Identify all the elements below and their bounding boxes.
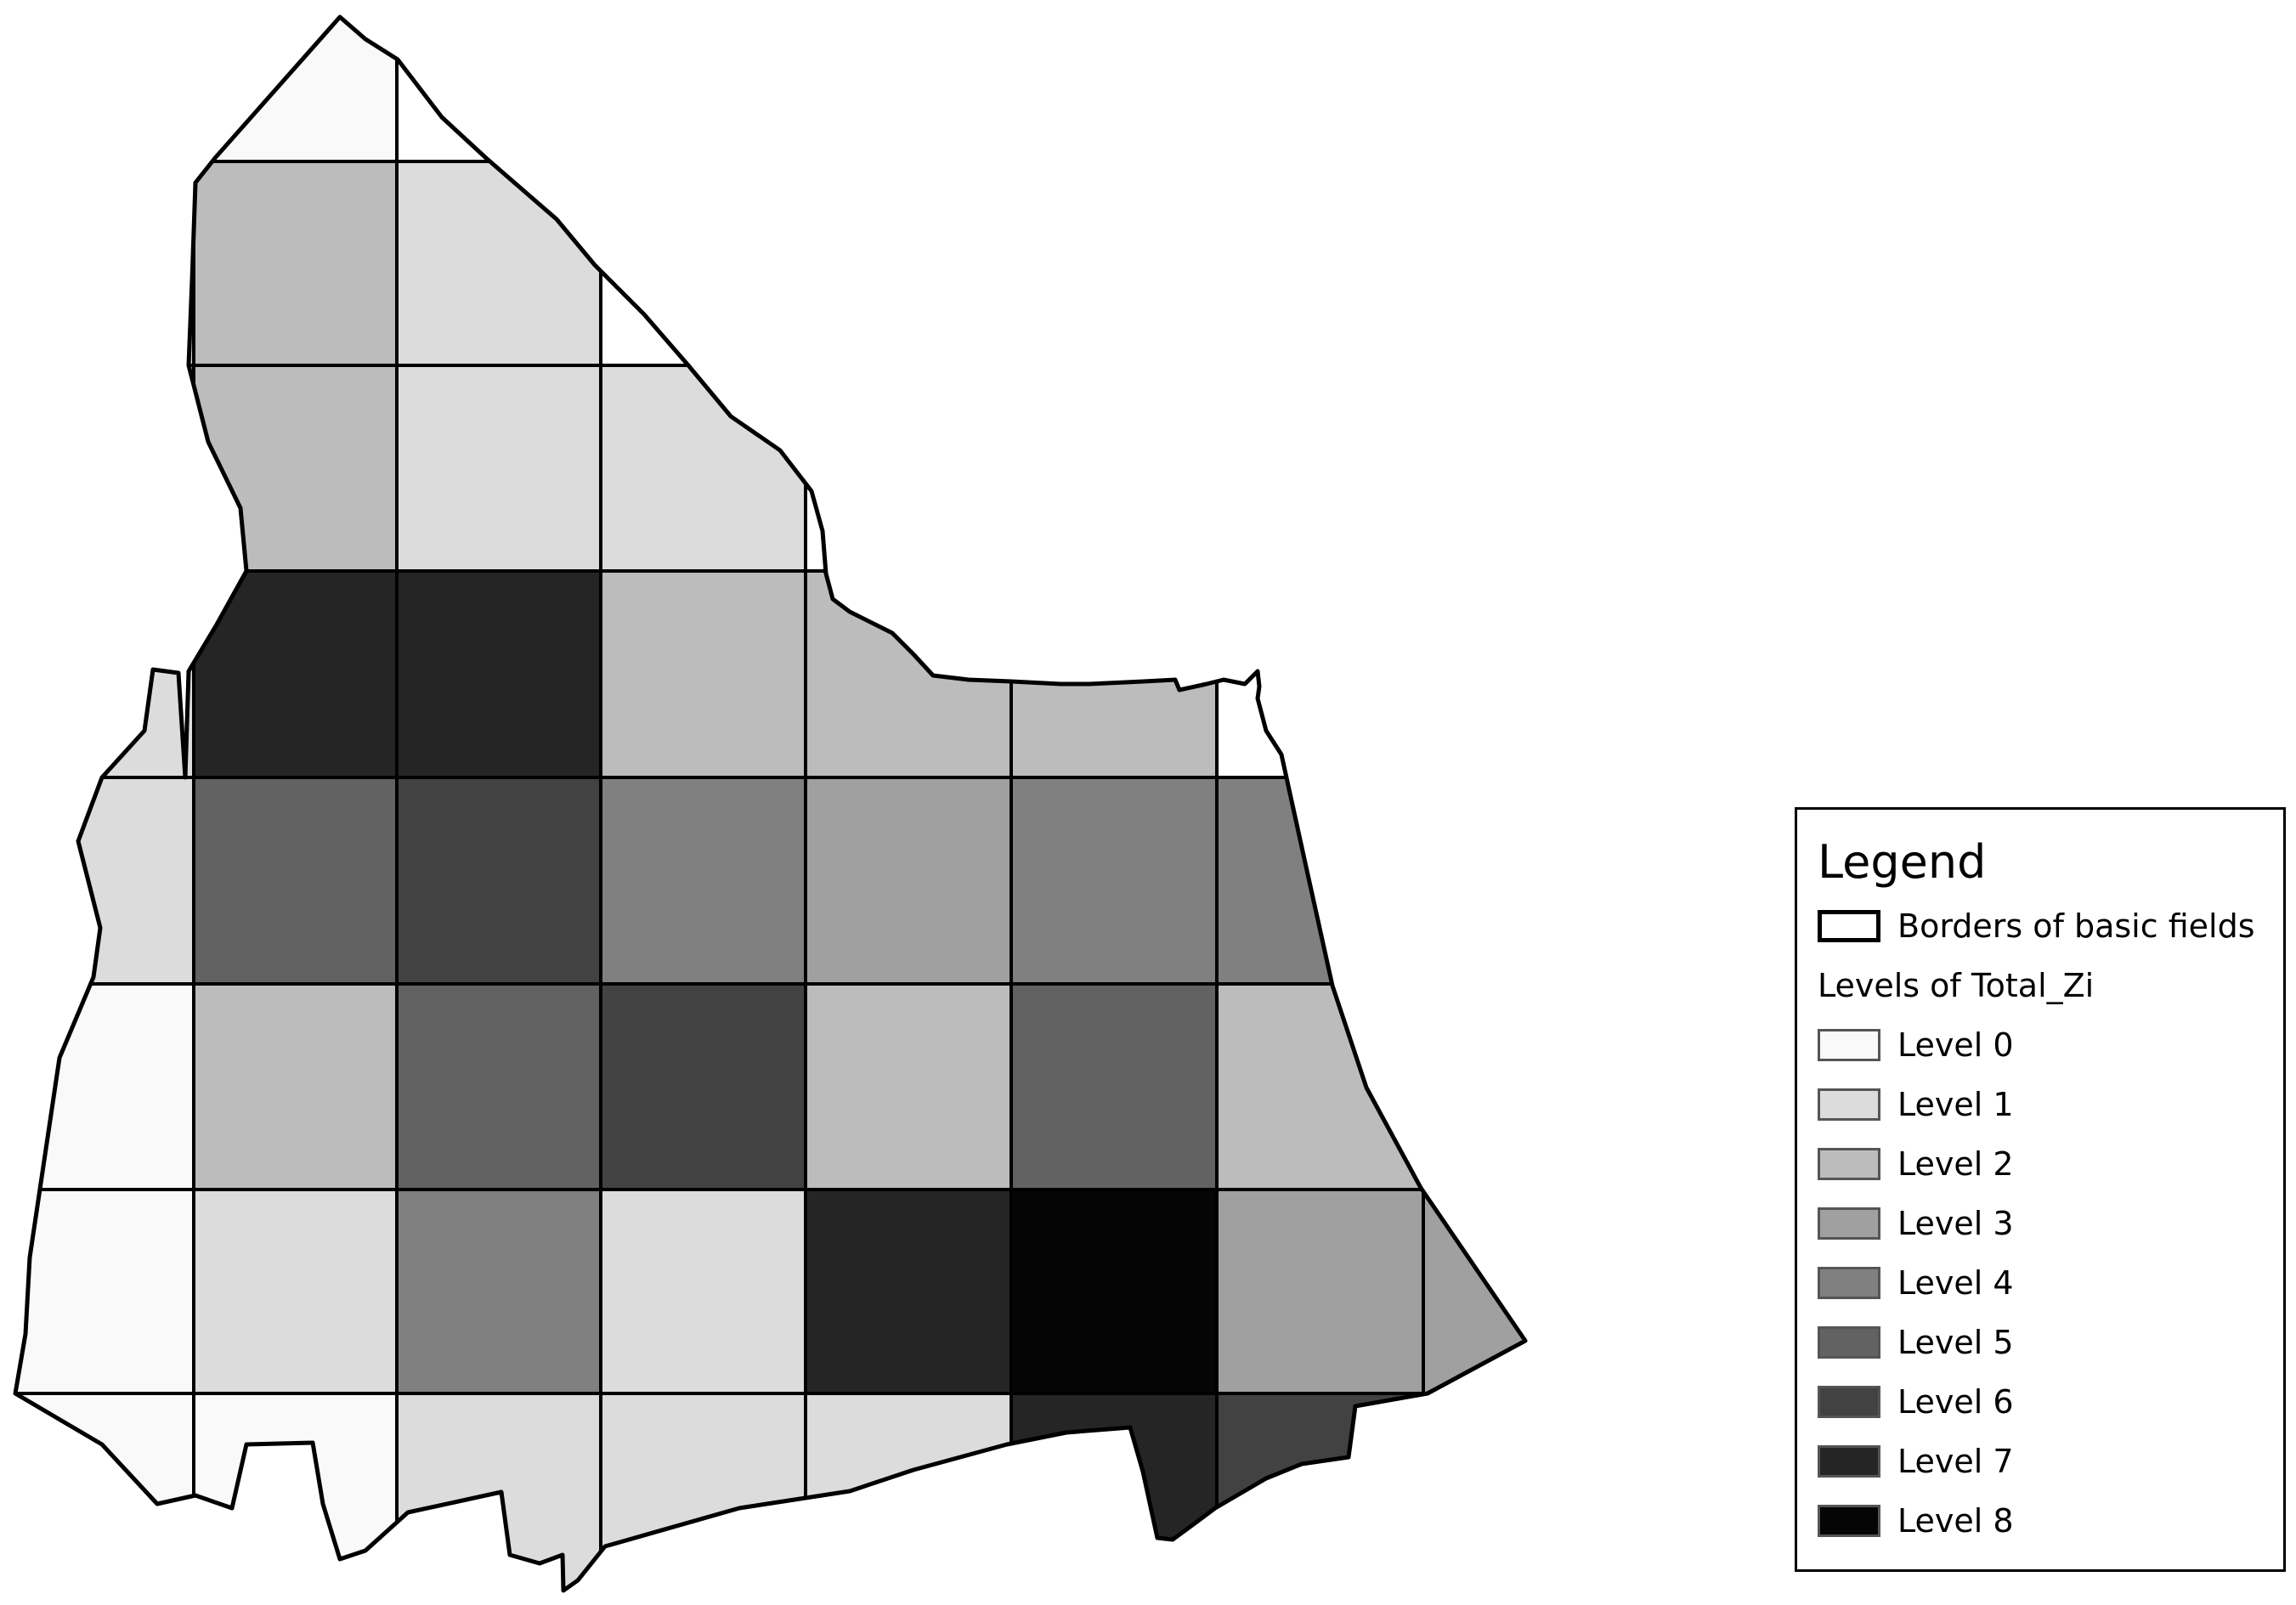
legend-levels-title: Levels of Total_Zi <box>1818 967 2095 1004</box>
region-outline <box>13 14 1528 1593</box>
basic-field-cell <box>15 984 194 1190</box>
basic-field-cell <box>397 1190 601 1393</box>
legend-item-borders: Borders of basic fields <box>1818 896 2263 956</box>
basic-field-cell <box>601 571 806 777</box>
choropleth-map <box>13 14 1528 1593</box>
basic-field-cell <box>806 1393 1011 1591</box>
basic-field-cell <box>601 777 806 984</box>
legend-label-level: Level 6 <box>1897 1383 2014 1421</box>
basic-field-cell <box>194 571 397 777</box>
basic-field-cell <box>397 777 601 984</box>
legend-item-level-3: Level 3 <box>1818 1194 2263 1253</box>
level-swatch <box>1818 1445 1880 1478</box>
basic-field-cell <box>1217 777 1525 984</box>
basic-field-cell <box>15 365 194 571</box>
basic-field-cell <box>397 161 601 365</box>
legend-label-level: Level 7 <box>1897 1443 2014 1480</box>
basic-field-cell <box>194 1190 397 1393</box>
basic-field-cell <box>601 1190 806 1393</box>
basic-field-cell <box>194 1393 397 1591</box>
legend-label-level: Level 8 <box>1897 1502 2014 1540</box>
legend-label-level: Level 1 <box>1897 1086 2014 1123</box>
legend-item-level-8: Level 8 <box>1818 1491 2263 1551</box>
legend-item-level-5: Level 5 <box>1818 1313 2263 1372</box>
basic-field-cell <box>15 161 194 365</box>
legend-item-level-7: Level 7 <box>1818 1432 2263 1491</box>
basic-field-cell <box>1011 1190 1217 1393</box>
basic-field-cell <box>194 777 397 984</box>
legend-item-level-2: Level 2 <box>1818 1134 2263 1194</box>
basic-field-cell <box>397 365 601 571</box>
level-swatch <box>1818 1207 1880 1240</box>
basic-field-cell <box>194 984 397 1190</box>
basic-field-cell <box>1011 777 1217 984</box>
legend-box: Legend Borders of basic fields Levels of… <box>1795 807 2286 1572</box>
level-swatch <box>1818 1029 1880 1061</box>
basic-field-cell <box>15 571 194 777</box>
basic-field-cell <box>397 1393 601 1591</box>
border-swatch <box>1818 910 1880 942</box>
basic-field-cell <box>194 161 397 365</box>
legend-label-borders: Borders of basic fields <box>1897 907 2255 945</box>
basic-field-cell <box>806 984 1011 1190</box>
level-swatch <box>1818 1148 1880 1180</box>
basic-field-cell <box>601 365 806 571</box>
basic-field-cell <box>15 17 194 161</box>
basic-field-cell <box>1011 1393 1217 1591</box>
basic-field-cell <box>194 365 397 571</box>
basic-field-cell <box>1011 571 1217 777</box>
legend-item-level-1: Level 1 <box>1818 1075 2263 1134</box>
legend-label-level: Level 3 <box>1897 1205 2014 1242</box>
basic-field-cell <box>806 777 1011 984</box>
legend-label-level: Level 2 <box>1897 1145 2014 1183</box>
legend-label-level: Level 0 <box>1897 1026 2014 1064</box>
basic-field-cell <box>15 1190 194 1393</box>
legend-label-level: Level 5 <box>1897 1324 2014 1361</box>
legend-levels-list: Level 0 Level 1 Level 2 Level 3 Level 4 Level… <box>1818 1015 2263 1551</box>
legend-item-level-6: Level 6 <box>1818 1372 2263 1432</box>
basic-fields-grid <box>15 17 1525 1591</box>
basic-field-cell <box>15 1393 194 1591</box>
basic-field-cell <box>1217 1190 1525 1393</box>
legend-title: Legend <box>1818 835 1987 889</box>
basic-field-cell <box>1217 1393 1525 1591</box>
level-swatch <box>1818 1386 1880 1418</box>
level-swatch <box>1818 1505 1880 1537</box>
level-swatch <box>1818 1267 1880 1299</box>
level-swatch <box>1818 1326 1880 1359</box>
basic-field-cell <box>806 1190 1011 1393</box>
basic-field-cell <box>1011 984 1217 1190</box>
legend-item-level-4: Level 4 <box>1818 1253 2263 1313</box>
basic-field-cell <box>397 984 601 1190</box>
basic-field-cell <box>601 984 806 1190</box>
legend-item-level-0: Level 0 <box>1818 1015 2263 1075</box>
basic-field-cell <box>194 17 397 161</box>
level-swatch <box>1818 1088 1880 1121</box>
basic-field-cell <box>397 571 601 777</box>
basic-field-cell <box>1217 984 1525 1190</box>
basic-field-cell <box>601 1393 806 1591</box>
legend-label-level: Level 4 <box>1897 1264 2014 1302</box>
